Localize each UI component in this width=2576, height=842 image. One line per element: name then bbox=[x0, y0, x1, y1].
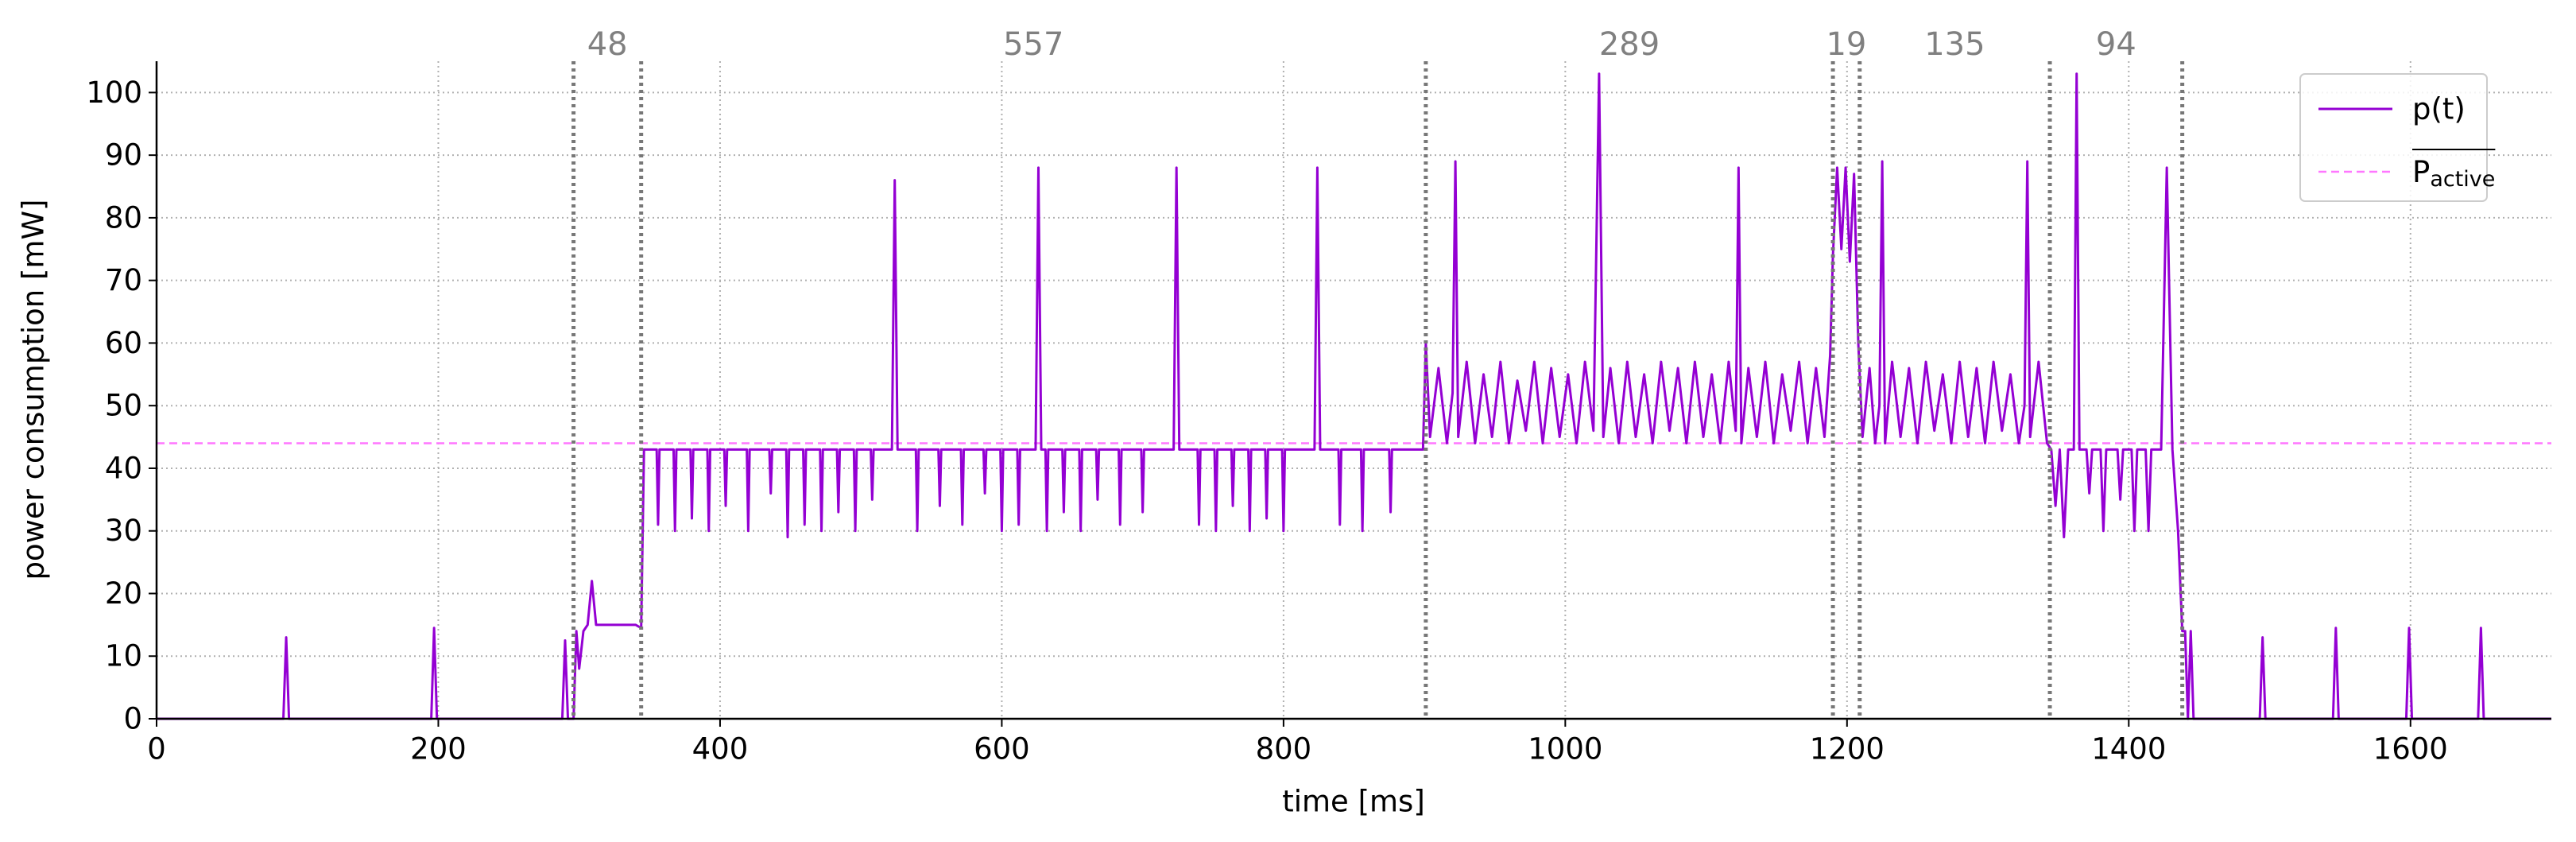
x-tick-label: 1200 bbox=[1810, 732, 1885, 766]
phase-duration: 19 bbox=[1826, 26, 1866, 63]
y-tick-label: 70 bbox=[105, 263, 142, 297]
legend-label-main: P bbox=[2412, 155, 2430, 189]
phase-duration: 289 bbox=[1599, 26, 1660, 63]
y-tick-label: 50 bbox=[105, 389, 142, 423]
y-axis-label: power consumption [mW] bbox=[17, 200, 51, 580]
x-tick-label: 600 bbox=[974, 732, 1030, 766]
legend-label: Pactive bbox=[2412, 155, 2495, 192]
y-tick-label: 20 bbox=[105, 576, 142, 611]
x-tick-label: 0 bbox=[147, 732, 166, 766]
phase-duration: 94 bbox=[2096, 26, 2136, 63]
x-tick-label: 400 bbox=[692, 732, 749, 766]
y-tick-label: 90 bbox=[105, 138, 142, 173]
phase-duration: 135 bbox=[1924, 26, 1985, 63]
data-line bbox=[157, 72, 2551, 720]
x-tick-label: 1000 bbox=[1528, 732, 1602, 766]
y-tick-label: 80 bbox=[105, 200, 142, 235]
y-tick-label: 0 bbox=[123, 702, 142, 736]
y-tick-label: 10 bbox=[105, 639, 142, 673]
phase-duration: 48 bbox=[587, 26, 628, 63]
legend: p(t) Pactive bbox=[2299, 73, 2496, 202]
x-axis-label: time [ms] bbox=[1282, 785, 1425, 819]
x-tick-label: 800 bbox=[1256, 732, 1312, 766]
y-tick-label: 30 bbox=[105, 514, 142, 548]
y-tick-label: 60 bbox=[105, 326, 142, 360]
y-tick-label: 100 bbox=[86, 76, 142, 110]
phase-duration: 557 bbox=[1003, 26, 1063, 63]
legend-box bbox=[2299, 73, 2488, 202]
x-tick-label: 1600 bbox=[2373, 732, 2448, 766]
y-tick-label: 40 bbox=[105, 451, 142, 485]
x-tick-label: 200 bbox=[410, 732, 467, 766]
legend-label: p(t) bbox=[2412, 92, 2466, 126]
x-tick-label: 1400 bbox=[2091, 732, 2166, 766]
legend-label-sub: active bbox=[2430, 167, 2495, 192]
